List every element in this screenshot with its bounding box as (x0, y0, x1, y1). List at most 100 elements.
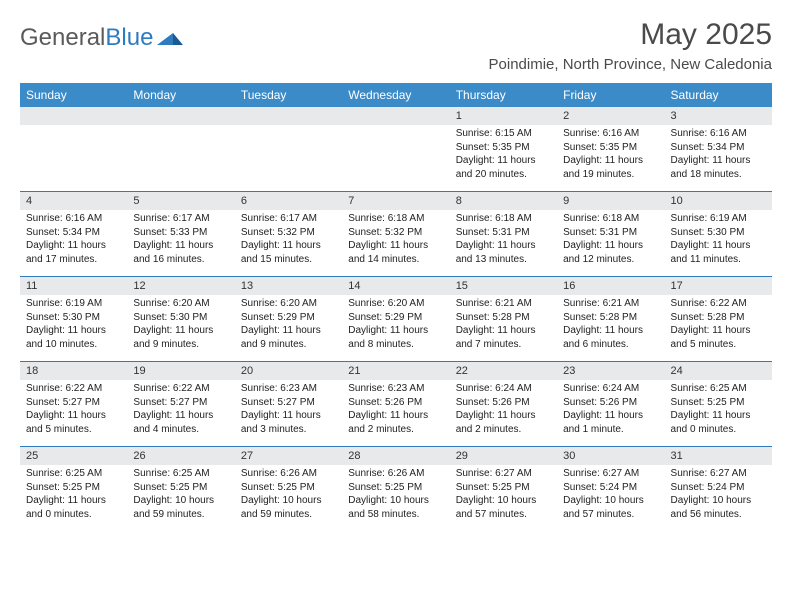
sunrise-text: Sunrise: 6:16 AM (26, 212, 121, 226)
sunrise-text: Sunrise: 6:26 AM (348, 467, 443, 481)
logo-text-part1: General (20, 24, 105, 52)
sunrise-text: Sunrise: 6:21 AM (456, 297, 551, 311)
sunrise-text: Sunrise: 6:18 AM (563, 212, 658, 226)
day-header: Saturday (665, 83, 772, 107)
date-number-cell: 5 (127, 192, 234, 211)
day-data-cell: Sunrise: 6:27 AMSunset: 5:24 PMDaylight:… (557, 465, 664, 531)
daylight-text: Daylight: 10 hours and 58 minutes. (348, 494, 443, 521)
date-number-cell: 29 (450, 447, 557, 466)
day-data-cell: Sunrise: 6:17 AMSunset: 5:33 PMDaylight:… (127, 210, 234, 277)
day-data-cell: Sunrise: 6:17 AMSunset: 5:32 PMDaylight:… (235, 210, 342, 277)
sunset-text: Sunset: 5:35 PM (456, 141, 551, 155)
day-data-cell: Sunrise: 6:16 AMSunset: 5:34 PMDaylight:… (20, 210, 127, 277)
day-data-cell: Sunrise: 6:18 AMSunset: 5:32 PMDaylight:… (342, 210, 449, 277)
date-number-cell: 18 (20, 362, 127, 381)
date-number-cell: 15 (450, 277, 557, 296)
date-row: 18192021222324 (20, 362, 772, 381)
daylight-text: Daylight: 11 hours and 17 minutes. (26, 239, 121, 266)
daylight-text: Daylight: 10 hours and 59 minutes. (241, 494, 336, 521)
sunset-text: Sunset: 5:34 PM (671, 141, 766, 155)
logo-mark-icon (157, 24, 183, 52)
sunset-text: Sunset: 5:24 PM (563, 481, 658, 495)
day-header: Sunday (20, 83, 127, 107)
day-data-cell: Sunrise: 6:27 AMSunset: 5:24 PMDaylight:… (665, 465, 772, 531)
title-block: May 2025 Poindimie, North Province, New … (489, 18, 772, 79)
daylight-text: Daylight: 10 hours and 57 minutes. (456, 494, 551, 521)
date-number-cell: 10 (665, 192, 772, 211)
daylight-text: Daylight: 11 hours and 20 minutes. (456, 154, 551, 181)
day-data-cell: Sunrise: 6:26 AMSunset: 5:25 PMDaylight:… (235, 465, 342, 531)
sunset-text: Sunset: 5:27 PM (26, 396, 121, 410)
daylight-text: Daylight: 11 hours and 13 minutes. (456, 239, 551, 266)
logo: GeneralBlue (20, 18, 183, 52)
day-data-cell: Sunrise: 6:20 AMSunset: 5:30 PMDaylight:… (127, 295, 234, 362)
date-number-cell: 14 (342, 277, 449, 296)
sunrise-text: Sunrise: 6:24 AM (563, 382, 658, 396)
daylight-text: Daylight: 11 hours and 14 minutes. (348, 239, 443, 266)
sunrise-text: Sunrise: 6:19 AM (26, 297, 121, 311)
sunset-text: Sunset: 5:24 PM (671, 481, 766, 495)
date-row: 25262728293031 (20, 447, 772, 466)
day-data-cell: Sunrise: 6:27 AMSunset: 5:25 PMDaylight:… (450, 465, 557, 531)
daylight-text: Daylight: 11 hours and 2 minutes. (348, 409, 443, 436)
sunset-text: Sunset: 5:27 PM (133, 396, 228, 410)
date-number-cell: 1 (450, 107, 557, 125)
daylight-text: Daylight: 11 hours and 0 minutes. (671, 409, 766, 436)
date-number-cell (342, 107, 449, 125)
day-data-cell: Sunrise: 6:25 AMSunset: 5:25 PMDaylight:… (20, 465, 127, 531)
date-number-cell: 20 (235, 362, 342, 381)
day-data-cell: Sunrise: 6:24 AMSunset: 5:26 PMDaylight:… (557, 380, 664, 447)
sunset-text: Sunset: 5:26 PM (456, 396, 551, 410)
sunrise-text: Sunrise: 6:20 AM (348, 297, 443, 311)
day-data-cell: Sunrise: 6:20 AMSunset: 5:29 PMDaylight:… (235, 295, 342, 362)
day-header-row: SundayMondayTuesdayWednesdayThursdayFrid… (20, 83, 772, 107)
sunrise-text: Sunrise: 6:27 AM (456, 467, 551, 481)
sunset-text: Sunset: 5:25 PM (348, 481, 443, 495)
sunrise-text: Sunrise: 6:27 AM (671, 467, 766, 481)
day-data-cell: Sunrise: 6:20 AMSunset: 5:29 PMDaylight:… (342, 295, 449, 362)
sunrise-text: Sunrise: 6:20 AM (241, 297, 336, 311)
sunrise-text: Sunrise: 6:17 AM (133, 212, 228, 226)
date-number-cell: 22 (450, 362, 557, 381)
daylight-text: Daylight: 11 hours and 5 minutes. (26, 409, 121, 436)
date-number-cell: 28 (342, 447, 449, 466)
sunrise-text: Sunrise: 6:20 AM (133, 297, 228, 311)
sunset-text: Sunset: 5:29 PM (241, 311, 336, 325)
sunrise-text: Sunrise: 6:18 AM (348, 212, 443, 226)
day-data-cell (235, 125, 342, 192)
date-number-cell: 26 (127, 447, 234, 466)
sunset-text: Sunset: 5:28 PM (563, 311, 658, 325)
day-data-cell: Sunrise: 6:16 AMSunset: 5:34 PMDaylight:… (665, 125, 772, 192)
date-number-cell: 16 (557, 277, 664, 296)
daylight-text: Daylight: 11 hours and 4 minutes. (133, 409, 228, 436)
day-data-cell (342, 125, 449, 192)
day-data-cell: Sunrise: 6:23 AMSunset: 5:26 PMDaylight:… (342, 380, 449, 447)
sunrise-text: Sunrise: 6:27 AM (563, 467, 658, 481)
daylight-text: Daylight: 11 hours and 2 minutes. (456, 409, 551, 436)
date-number-cell: 27 (235, 447, 342, 466)
sunrise-text: Sunrise: 6:25 AM (671, 382, 766, 396)
sunset-text: Sunset: 5:33 PM (133, 226, 228, 240)
data-row: Sunrise: 6:19 AMSunset: 5:30 PMDaylight:… (20, 295, 772, 362)
sunset-text: Sunset: 5:29 PM (348, 311, 443, 325)
sunset-text: Sunset: 5:32 PM (348, 226, 443, 240)
date-row: 123 (20, 107, 772, 125)
sunset-text: Sunset: 5:32 PM (241, 226, 336, 240)
date-row: 11121314151617 (20, 277, 772, 296)
data-row: Sunrise: 6:15 AMSunset: 5:35 PMDaylight:… (20, 125, 772, 192)
day-data-cell: Sunrise: 6:24 AMSunset: 5:26 PMDaylight:… (450, 380, 557, 447)
date-number-cell: 3 (665, 107, 772, 125)
date-number-cell: 11 (20, 277, 127, 296)
sunset-text: Sunset: 5:30 PM (26, 311, 121, 325)
date-number-cell (235, 107, 342, 125)
date-number-cell: 12 (127, 277, 234, 296)
sunset-text: Sunset: 5:25 PM (26, 481, 121, 495)
sunrise-text: Sunrise: 6:26 AM (241, 467, 336, 481)
daylight-text: Daylight: 11 hours and 3 minutes. (241, 409, 336, 436)
day-data-cell: Sunrise: 6:26 AMSunset: 5:25 PMDaylight:… (342, 465, 449, 531)
date-number-cell: 19 (127, 362, 234, 381)
month-title: May 2025 (489, 18, 772, 52)
date-number-cell: 4 (20, 192, 127, 211)
day-data-cell: Sunrise: 6:25 AMSunset: 5:25 PMDaylight:… (127, 465, 234, 531)
calendar-table: SundayMondayTuesdayWednesdayThursdayFrid… (20, 83, 772, 531)
